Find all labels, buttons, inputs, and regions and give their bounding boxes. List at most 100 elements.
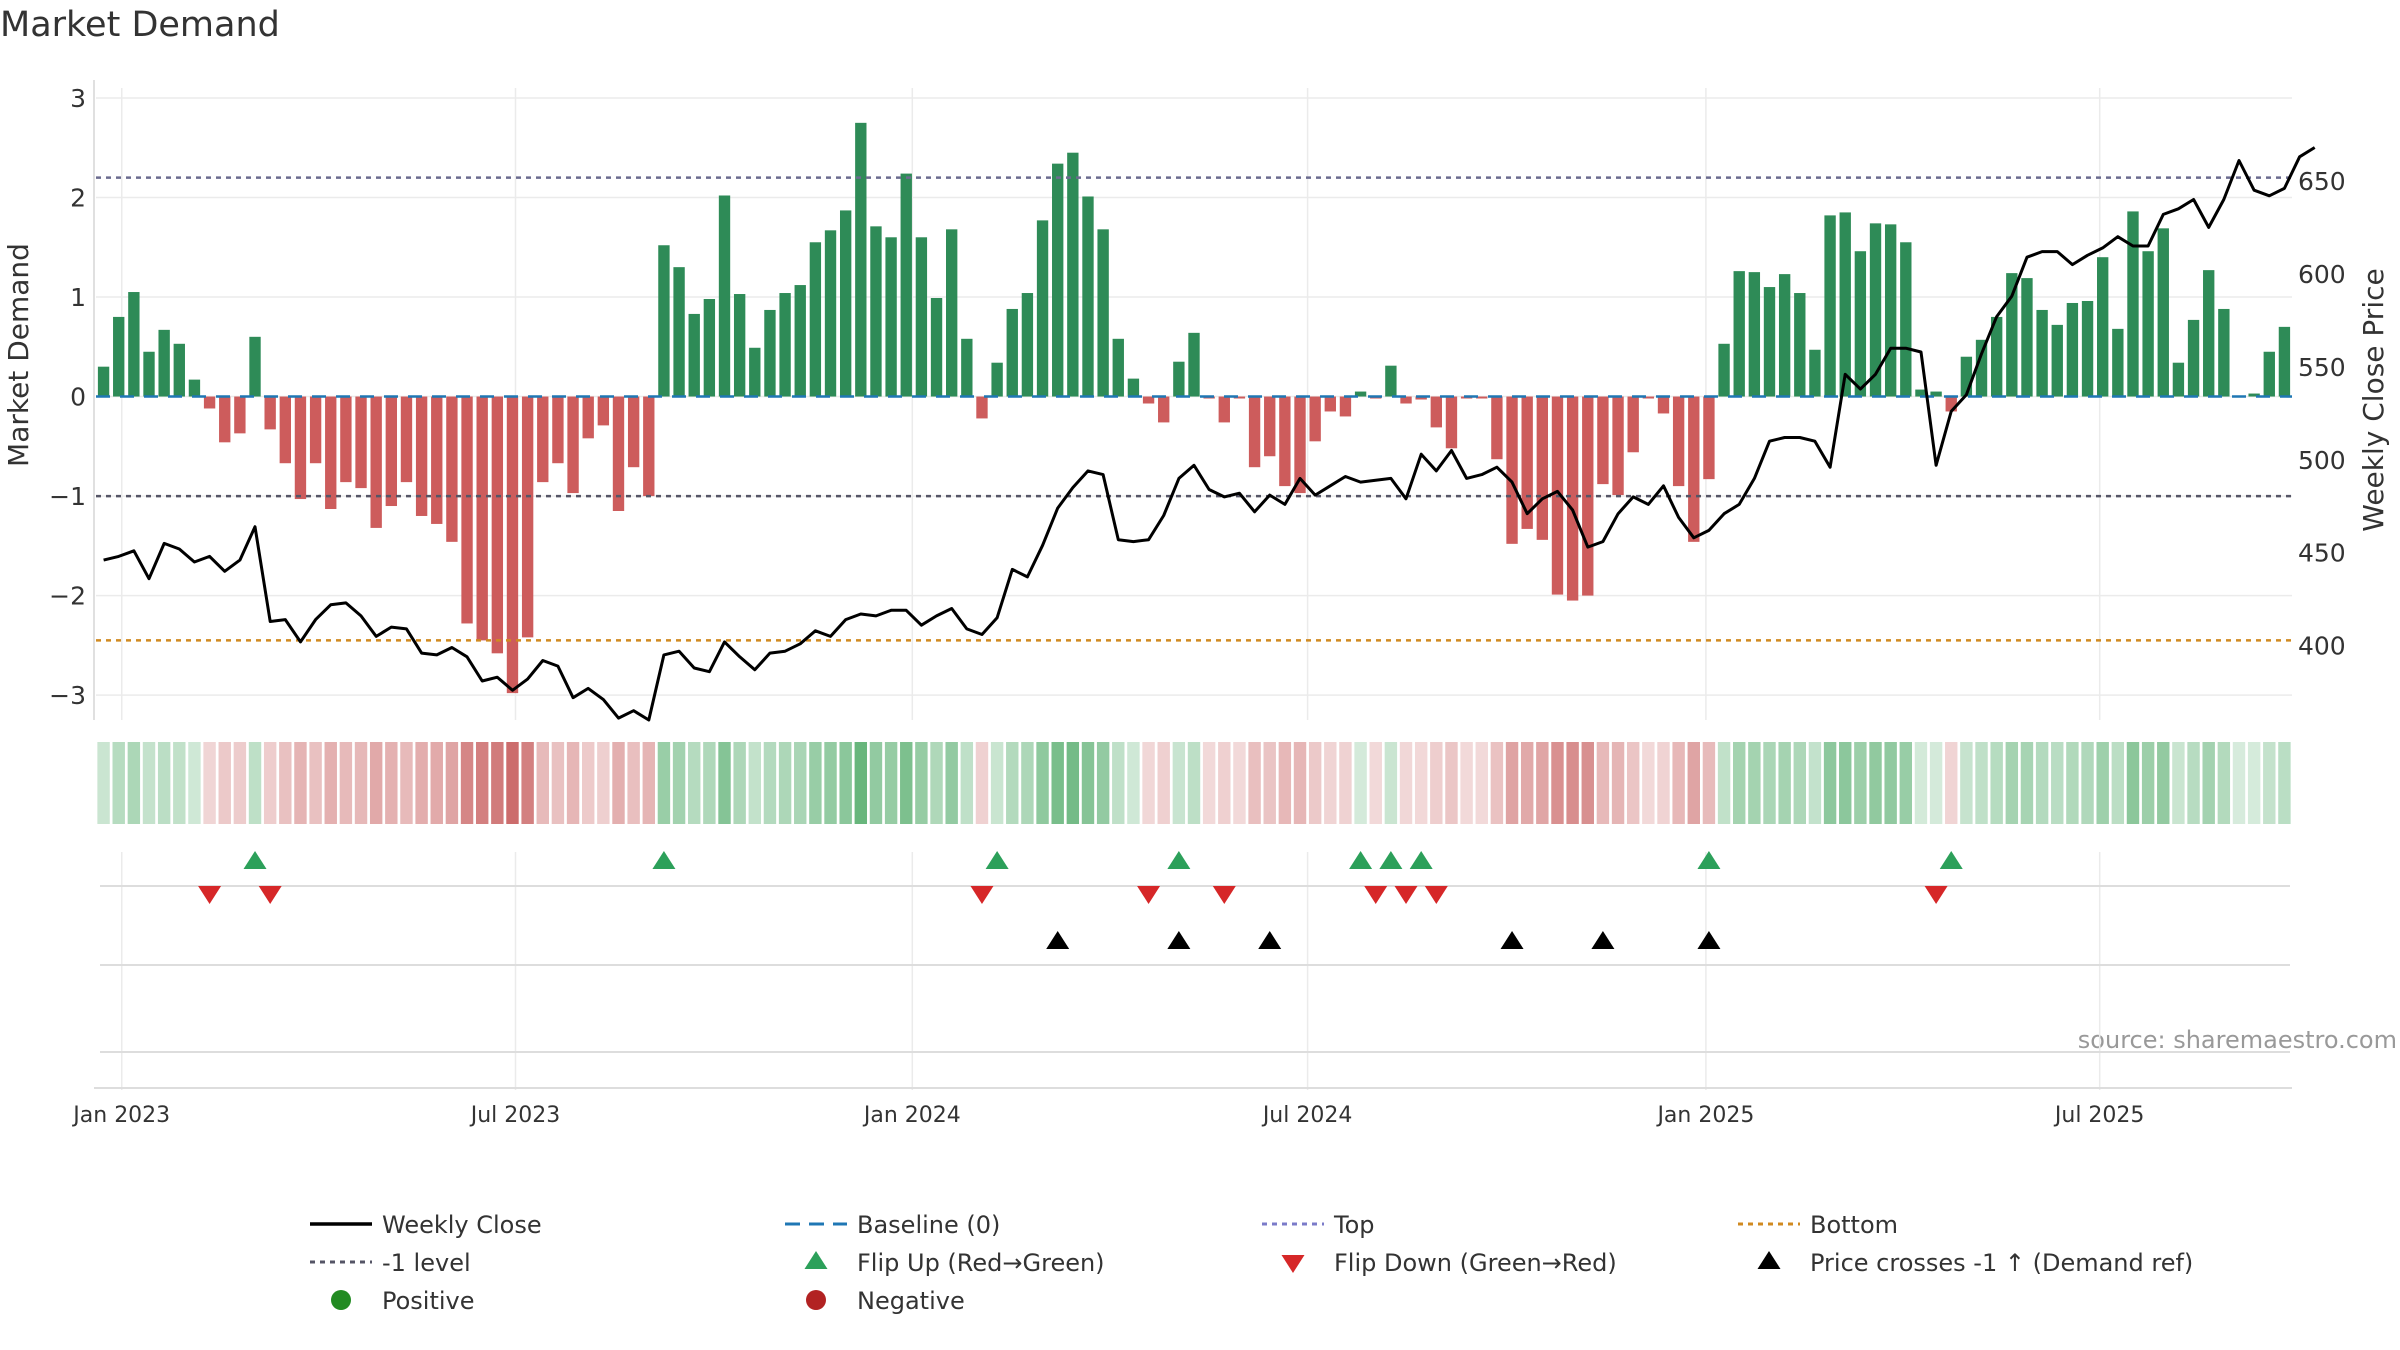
demand-bar bbox=[1915, 389, 1927, 397]
demand-bar bbox=[1688, 396, 1700, 542]
demand-bar bbox=[113, 316, 125, 397]
heatmap-cell bbox=[1157, 742, 1170, 824]
heatmap-cell bbox=[1066, 742, 1080, 824]
legend-item-positive: Positive bbox=[331, 1287, 475, 1315]
demand-bar bbox=[976, 396, 988, 419]
heatmap-cell bbox=[1490, 742, 1504, 824]
demand-bar bbox=[2006, 273, 2018, 397]
heatmap-cell bbox=[1339, 742, 1352, 824]
demand-bar bbox=[173, 343, 185, 397]
flip-up-marker bbox=[1939, 851, 1963, 869]
demand-bar bbox=[582, 396, 594, 439]
demand-bar bbox=[794, 285, 806, 397]
heatmap-cell bbox=[1218, 742, 1231, 824]
heatmap-cell bbox=[778, 742, 792, 824]
heatmap-cell bbox=[415, 742, 428, 824]
heatmap-cell bbox=[2096, 742, 2109, 824]
y2-tick-label: 600 bbox=[2298, 260, 2346, 289]
flip-down-marker bbox=[1364, 886, 1388, 904]
heatmap-cell bbox=[1021, 742, 1034, 824]
demand-bar bbox=[2081, 300, 2094, 397]
heatmap-cell bbox=[1823, 742, 1837, 824]
y-tick-label: 0 bbox=[70, 383, 86, 412]
heatmap-cell bbox=[763, 742, 777, 824]
heatmap-cell bbox=[1702, 742, 1716, 824]
flip-down-marker bbox=[1924, 886, 1948, 904]
heatmap-cell bbox=[642, 742, 655, 824]
demand-bar bbox=[1491, 396, 1503, 460]
heatmap-cell bbox=[1445, 742, 1458, 824]
demand-bar bbox=[1718, 343, 1730, 397]
demand-bar bbox=[612, 396, 625, 511]
heatmap-cell bbox=[824, 742, 837, 824]
demand-bar bbox=[1900, 242, 1912, 397]
demand-bar bbox=[476, 396, 488, 641]
y-tick-label: −2 bbox=[49, 582, 86, 611]
heatmap-cell bbox=[475, 742, 489, 824]
heatmap-cell bbox=[1566, 742, 1579, 824]
heatmap-cell bbox=[1096, 742, 1110, 824]
y-axis-label: Market Demand bbox=[2, 243, 35, 467]
demand-bar bbox=[1521, 396, 1533, 529]
grid-layer bbox=[96, 88, 2292, 1090]
flip-down-marker bbox=[258, 886, 282, 904]
heatmap-cell bbox=[1263, 742, 1276, 824]
demand-bar bbox=[1763, 287, 1776, 397]
legend-label: Baseline (0) bbox=[857, 1211, 1000, 1239]
heatmap-cell bbox=[1839, 742, 1852, 824]
heatmap-cell bbox=[2217, 742, 2231, 824]
demand-bar bbox=[1627, 396, 1639, 453]
price-cross-marker bbox=[1258, 931, 1282, 949]
legend-item-bottom: Bottom bbox=[1738, 1211, 1898, 1239]
axes: 3 2 1 0 −1 −2 −3 650 600 550 500 450 400 Jan 2023 Jul … bbox=[49, 80, 2346, 1128]
legend-label: Weekly Close bbox=[382, 1211, 542, 1239]
demand-bar bbox=[1082, 196, 1094, 397]
demand-bar bbox=[1294, 396, 1306, 494]
heatmap-cell bbox=[1324, 742, 1337, 824]
demand-bar bbox=[2051, 324, 2063, 397]
demand-bar bbox=[2218, 308, 2230, 397]
demand-bar bbox=[1021, 293, 1034, 397]
demand-bar bbox=[1809, 349, 1821, 397]
demand-bar bbox=[521, 396, 534, 638]
demand-bar bbox=[1173, 361, 1185, 397]
demand-bar bbox=[128, 292, 140, 397]
demand-bar bbox=[552, 396, 564, 464]
demand-bar bbox=[249, 336, 261, 397]
heatmap-cell bbox=[1687, 742, 1700, 824]
demand-bar bbox=[900, 173, 912, 397]
demand-bar bbox=[991, 362, 1003, 397]
heatmap-cell bbox=[385, 742, 398, 824]
heatmap-cell bbox=[1929, 742, 1943, 824]
demand-bar bbox=[1657, 396, 1670, 414]
legend-label: -1 level bbox=[382, 1249, 471, 1277]
demand-bar bbox=[431, 396, 443, 524]
demand-bar bbox=[1748, 272, 1761, 397]
demand-bar bbox=[946, 229, 958, 397]
demand-bar bbox=[1127, 378, 1140, 397]
heatmap-cell bbox=[2278, 742, 2291, 824]
demand-heatmap-strip bbox=[97, 742, 2291, 824]
heatmap-cell bbox=[688, 742, 701, 824]
demand-bar bbox=[234, 396, 246, 434]
heatmap-cell bbox=[1505, 742, 1519, 824]
heatmap-cell bbox=[369, 742, 383, 824]
heatmap-cell bbox=[1869, 742, 1882, 824]
heatmap-cell bbox=[112, 742, 125, 824]
heatmap-cell bbox=[612, 742, 625, 824]
heatmap-cell bbox=[1793, 742, 1807, 824]
heatmap-cell bbox=[2035, 742, 2049, 824]
legend-item-flip_up: Flip Up (Red→Green) bbox=[804, 1249, 1105, 1277]
heatmap-cell bbox=[1808, 742, 1822, 824]
demand-bar bbox=[2021, 278, 2033, 397]
demand-bar bbox=[1975, 339, 1988, 397]
heatmap-cell bbox=[794, 742, 807, 824]
price-cross-marker bbox=[1697, 931, 1721, 949]
demand-bar bbox=[1006, 308, 1018, 397]
legend-swatch bbox=[1757, 1251, 1781, 1269]
heatmap-cell bbox=[960, 742, 974, 824]
demand-bar bbox=[779, 293, 791, 397]
weekly-close-line-group bbox=[103, 146, 2316, 722]
source-note: source: sharemaestro.com bbox=[2078, 1026, 2397, 1054]
heatmap-cell bbox=[97, 742, 110, 824]
